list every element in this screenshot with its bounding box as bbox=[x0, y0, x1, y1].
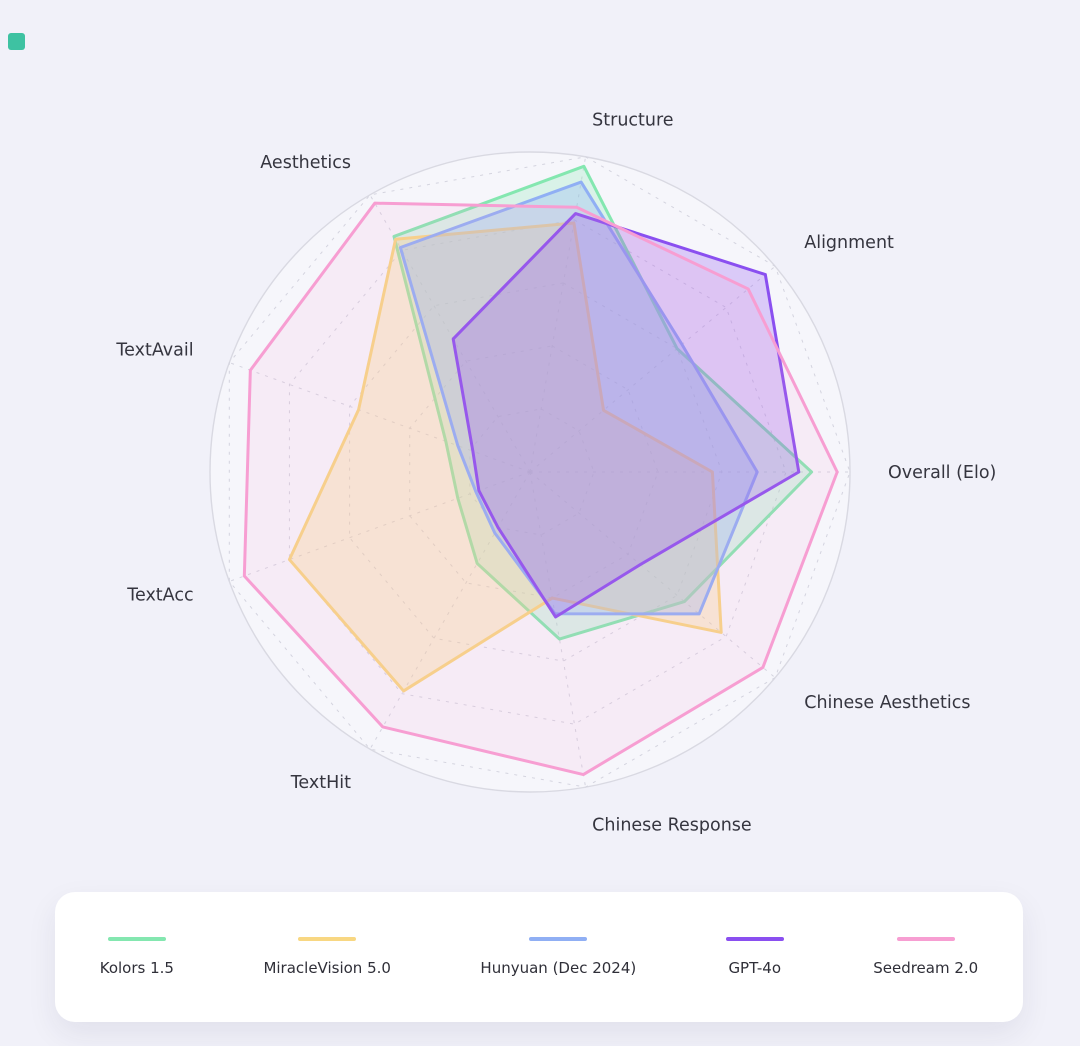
radar-chart-area: Structure Alignment Overall (Elo) Chinese A… bbox=[115, 110, 996, 836]
legend-label-seedream: Seedream 2.0 bbox=[873, 959, 979, 977]
legend-swatch-gpt4o bbox=[725, 937, 784, 941]
legend-label-miraclevision: MiracleVision 5.0 bbox=[263, 959, 391, 977]
series-polygon-gpt-4o bbox=[451, 212, 801, 619]
legend-swatch-seedream bbox=[896, 937, 955, 941]
corner-accent-square bbox=[8, 33, 25, 50]
legend-label-hunyuan: Hunyuan (Dec 2024) bbox=[480, 959, 637, 977]
legend-item-gpt4o: GPT-4o bbox=[725, 937, 784, 977]
axis-label-aesthetics: Aesthetics bbox=[260, 153, 351, 173]
legend-label-gpt4o: GPT-4o bbox=[728, 959, 782, 977]
axis-label-texthit: TextHit bbox=[290, 773, 351, 793]
legend-item-kolors: Kolors 1.5 bbox=[100, 937, 174, 977]
legend-swatch-hunyuan bbox=[529, 937, 588, 941]
series-polygon-miraclevision-5-0 bbox=[287, 221, 723, 693]
axis-label-chinese-response: Chinese Response bbox=[592, 816, 752, 836]
legend-label-kolors: Kolors 1.5 bbox=[99, 959, 174, 977]
axis-label-overall-elo: Overall (Elo) bbox=[888, 463, 996, 483]
legend-item-miraclevision: MiracleVision 5.0 bbox=[263, 937, 391, 977]
radar-chart: Structure Alignment Overall (Elo) Chinese A… bbox=[115, 110, 996, 836]
legend-swatch-miraclevision bbox=[298, 937, 357, 941]
axis-label-structure: Structure bbox=[592, 110, 673, 130]
series-polygon-hunyuan-dec-2024 bbox=[398, 180, 759, 616]
legend-swatch-kolors bbox=[107, 937, 166, 941]
grid-ring-0 bbox=[469, 408, 595, 536]
axis-label-textacc: TextAcc bbox=[126, 585, 193, 605]
axis-label-chinese-aesthetics: Chinese Aesthetics bbox=[804, 693, 970, 713]
legend-item-hunyuan: Hunyuan (Dec 2024) bbox=[480, 937, 636, 977]
axis-label-textavail: TextAvail bbox=[115, 341, 193, 361]
series-polygon-seedream-2-0 bbox=[242, 201, 839, 777]
legend-item-seedream: Seedream 2.0 bbox=[873, 937, 978, 977]
grid-ring-3 bbox=[288, 219, 787, 725]
axis-label-alignment: Alignment bbox=[804, 233, 894, 253]
legend: Kolors 1.5 MiracleVision 5.0 Hunyuan (De… bbox=[55, 892, 1023, 1022]
